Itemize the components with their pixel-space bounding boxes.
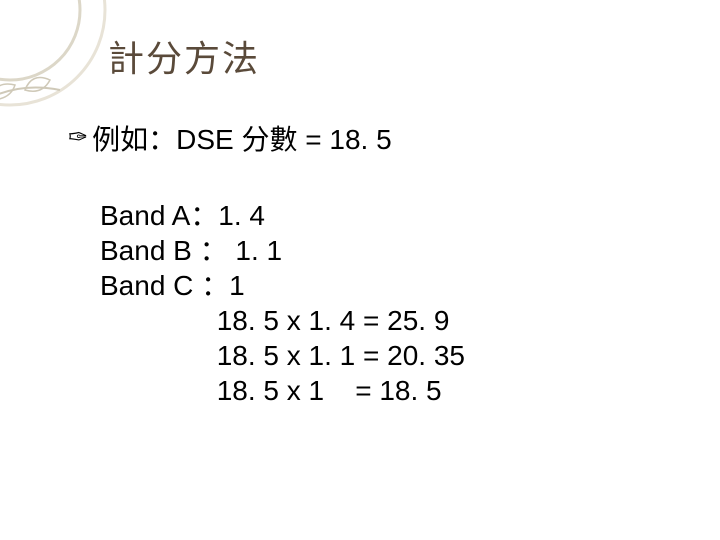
bullet-icon: ✑ (68, 126, 88, 150)
bullet-row: ✑ 例如：DSE 分數 = 18. 5 (68, 118, 392, 158)
slide: 計分方法 ✑ 例如：DSE 分數 = 18. 5 Band A：1. 4 Ban… (0, 0, 720, 540)
slide-title: 計分方法 (108, 30, 260, 82)
example-text: 例如：DSE 分數 = 18. 5 (92, 118, 392, 158)
body-text-block: Band A：1. 4 Band B ： 1. 1 Band C ：1 18. … (100, 198, 465, 408)
